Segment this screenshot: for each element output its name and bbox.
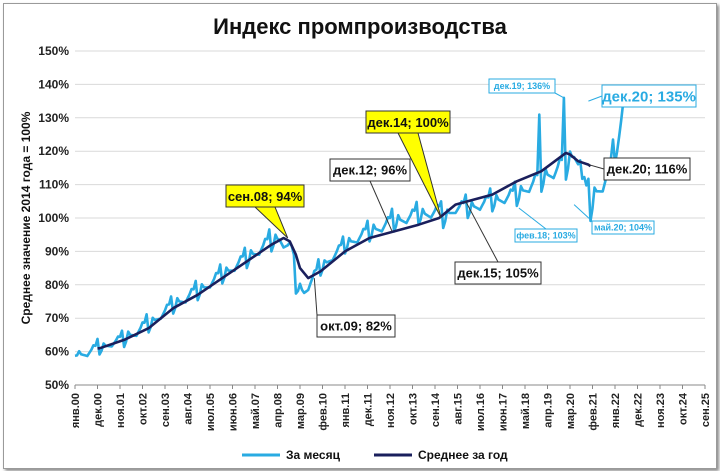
x-tick-label: окт.13	[408, 393, 420, 425]
series-annual-line	[97, 151, 592, 350]
x-tick-label: июн.17	[498, 393, 510, 431]
x-tick-label: сен.14	[430, 392, 442, 427]
annotation-callout: сен.08; 94%	[225, 184, 305, 239]
annotation-label: дек.20; 135%	[602, 88, 696, 105]
annotation-callout: дек.15; 105%	[454, 201, 542, 285]
annotation-leader	[588, 164, 605, 170]
annotation-box	[329, 158, 411, 182]
y-tick-label: 50%	[45, 378, 69, 392]
annotation-leader	[313, 278, 318, 316]
y-tick-label: 120%	[38, 144, 69, 158]
x-tick-label: фев.10	[318, 393, 330, 431]
x-tick-label: май.18	[520, 393, 532, 429]
annotation-label: дек.20; 116%	[607, 162, 688, 177]
x-tick-label: ноя.01	[115, 393, 127, 428]
legend: За месяц Среднее за год	[242, 448, 508, 462]
annotation-box	[225, 184, 305, 208]
annotation-label: май.20; 104%	[594, 223, 652, 233]
annotation-box	[591, 220, 655, 235]
x-tick-label: янв.11	[340, 393, 352, 428]
x-tick-label: ноя.23	[655, 393, 667, 428]
x-tick-label: дек.11	[363, 393, 375, 426]
y-tick-label: 110%	[39, 178, 69, 192]
annotation-leader	[465, 201, 499, 263]
x-tick-label: апр.19	[543, 393, 555, 428]
x-tick-label: фев.21	[588, 393, 600, 431]
x-tick-label: янв.22	[610, 393, 622, 428]
annotation-box	[601, 84, 697, 108]
annotation-callout: окт.09; 82%	[313, 278, 396, 338]
x-tick-label: сен.25	[700, 393, 712, 427]
x-tick-label: мар.20	[565, 393, 577, 429]
annotation-label: дек.19; 136%	[494, 81, 550, 91]
annotation-box	[514, 228, 578, 243]
x-tick-label: июл.05	[205, 393, 217, 431]
x-tick-label: дек.00	[93, 393, 105, 427]
x-tick-label: окт.02	[138, 393, 150, 425]
annotation-box	[316, 314, 396, 338]
x-tick-label: дек.22	[633, 393, 645, 427]
annotation-label: окт.09; 82%	[320, 319, 392, 334]
annotation-label: сен.08; 94%	[228, 189, 303, 204]
x-tick-label: авг.04	[183, 392, 195, 425]
y-tick-label: 80%	[45, 278, 69, 292]
annotation-callout: фев.18; 103%	[514, 207, 578, 243]
annotation-box	[454, 261, 542, 285]
annotation-leader	[369, 180, 393, 232]
annotation-callout: май.20; 104%	[573, 204, 655, 235]
y-tick-label: 100%	[38, 211, 69, 225]
x-tick-label: июн.06	[228, 393, 240, 431]
chart-svg: Индекс промпроизводства 50% 60% 70% 80% 90% 10…	[19, 14, 712, 462]
x-tick-label: авг.15	[453, 393, 465, 425]
x-tick-label: июл.16	[475, 393, 487, 431]
annotation-callout: дек.12; 96%	[329, 158, 411, 232]
chart-title: Индекс промпроизводства	[213, 14, 507, 39]
y-tick-label: 140%	[38, 77, 69, 91]
x-tick-label: окт.24	[678, 392, 690, 425]
annotation-label: дек.12; 96%	[333, 163, 407, 178]
annotation-label: фев.18; 103%	[516, 231, 575, 241]
y-tick-label: 90%	[45, 244, 69, 258]
chart-frame: Индекс промпроизводства 50% 60% 70% 80% 90% 10…	[3, 3, 717, 469]
annotation-box	[603, 157, 691, 181]
annotation-label: дек.14; 100%	[367, 115, 449, 130]
annotation-callout: дек.14; 100%	[365, 110, 451, 219]
y-tick-label: 130%	[38, 111, 69, 125]
annotation-leader	[573, 204, 593, 222]
annotation-callout: дек.20; 116%	[588, 157, 691, 181]
legend-label-monthly: За месяц	[286, 448, 341, 462]
annotation-leader	[588, 95, 603, 102]
annotation-box	[365, 110, 451, 134]
x-tick-label: апр.08	[273, 393, 285, 428]
x-tick-label: май.07	[250, 393, 262, 429]
y-axis-label: Среднее значение 2014 года = 100%	[19, 111, 33, 324]
y-tick-label: 70%	[45, 311, 69, 325]
x-tick-label: янв.00	[70, 393, 82, 428]
annotation-leader	[518, 207, 547, 230]
annotation-box	[488, 78, 556, 94]
legend-label-annual: Среднее за год	[418, 448, 508, 462]
x-tick-label: мар.09	[295, 393, 307, 429]
x-tick-label: ноя.12	[385, 393, 397, 428]
y-tick-label: 60%	[45, 345, 69, 359]
annotation-leader	[554, 92, 565, 99]
series-monthly-line	[74, 96, 625, 358]
annotation-pointer	[253, 206, 289, 239]
x-tick-label: сен.03	[160, 393, 172, 427]
annotation-callout: дек.20; 135%	[588, 84, 697, 108]
annotation-label: дек.15; 105%	[457, 266, 539, 281]
annotation-callout: дек.19; 136%	[488, 78, 565, 99]
y-tick-label: 150%	[38, 44, 69, 58]
